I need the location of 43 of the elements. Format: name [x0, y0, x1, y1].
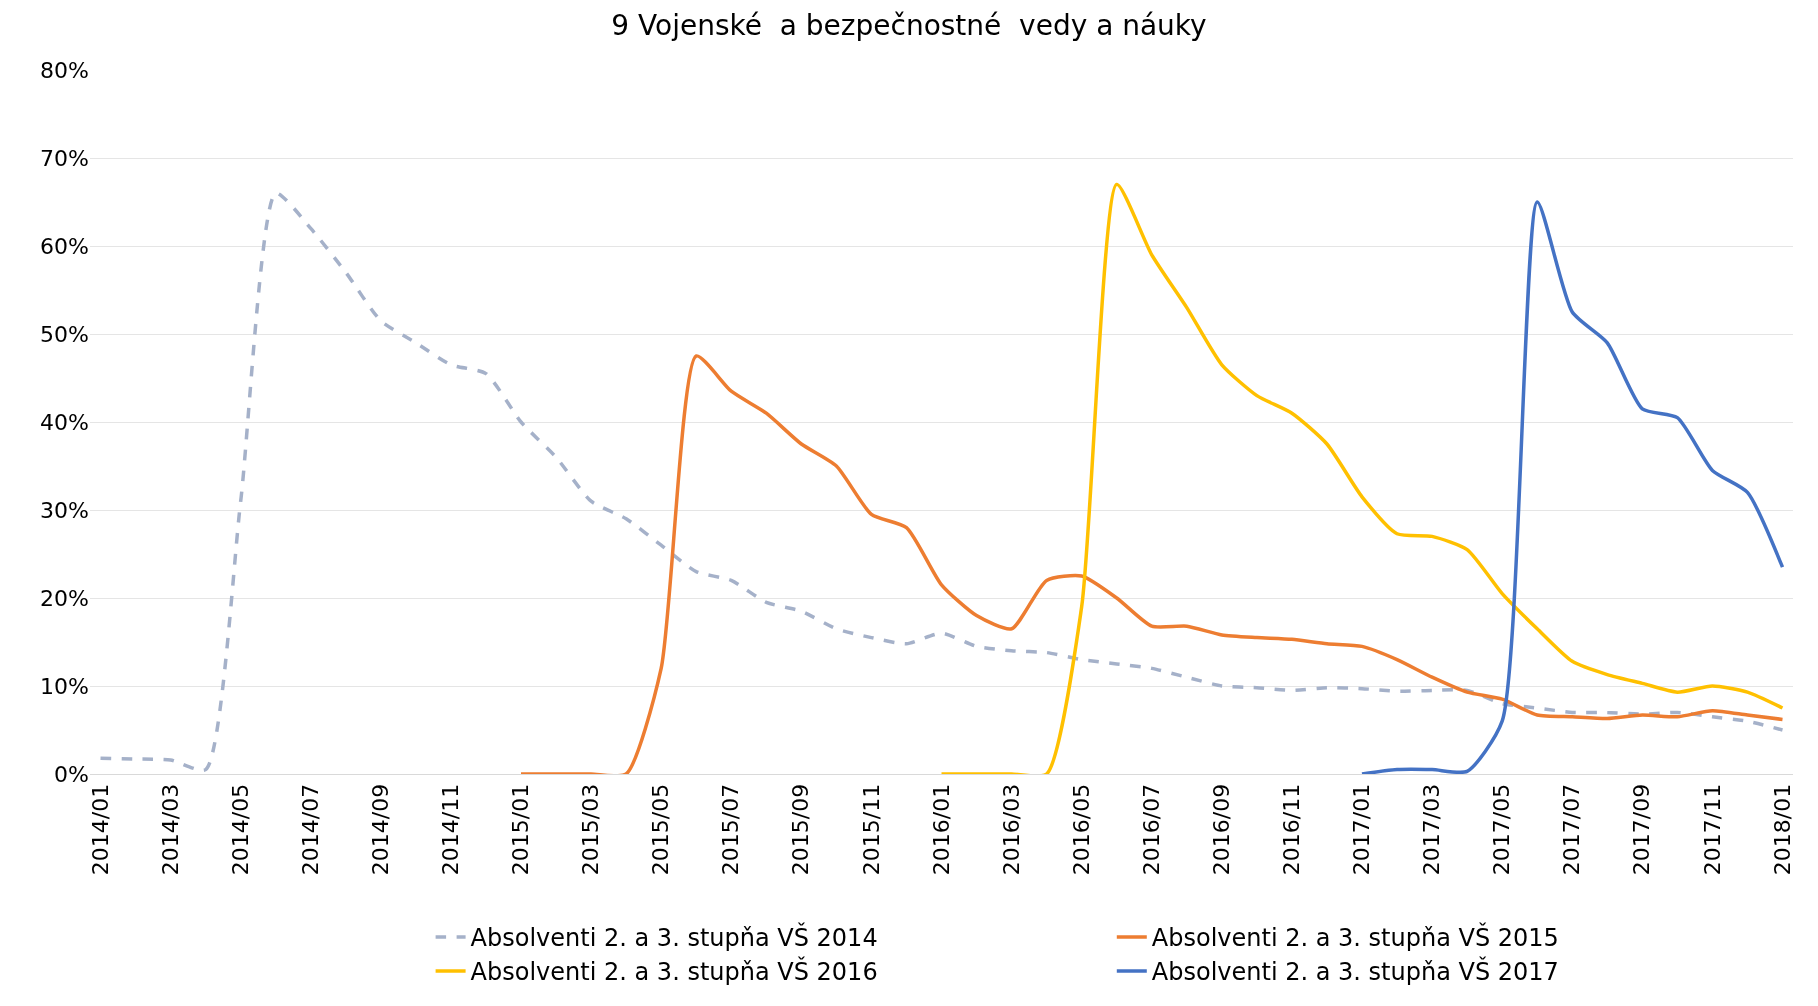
x-tick-label: 2015/01: [508, 783, 534, 876]
chart-title: 9 Vojenské a bezpečnostné vedy a náuky: [611, 8, 1207, 42]
x-tick-label: 2016/01: [928, 783, 954, 876]
x-tick-label: 2016/09: [1208, 783, 1234, 876]
y-tick-label: 60%: [40, 233, 89, 259]
x-tick-label: 2017/11: [1699, 783, 1725, 876]
x-tick-label: 2017/09: [1629, 783, 1655, 876]
x-tick-label: 2014/09: [367, 783, 393, 876]
x-tick-label: 2014/11: [438, 783, 464, 876]
y-tick-label: 70%: [40, 145, 89, 171]
x-tick-label: 2015/05: [648, 783, 674, 876]
x-tick-label: 2016/05: [1068, 783, 1094, 876]
legend-label: Absolventi 2. a 3. stupňa VŠ 2016: [470, 956, 878, 987]
x-tick-label: 2014/03: [157, 783, 183, 876]
x-tick-label: 2016/03: [998, 783, 1024, 876]
x-tick-label: 2018/01: [1769, 783, 1795, 876]
x-tick-label: 2014/05: [227, 783, 253, 876]
x-tick-label: 2015/07: [718, 783, 744, 876]
x-tick-label: 2014/01: [87, 783, 113, 876]
y-tick-label: 20%: [40, 585, 89, 611]
line-series: [519, 354, 1785, 774]
y-tick-label: 40%: [40, 409, 89, 435]
legend-label: Absolventi 2. a 3. stupňa VŠ 2014: [470, 922, 878, 953]
x-tick-label: 2017/01: [1349, 783, 1375, 876]
legend-label: Absolventi 2. a 3. stupňa VŠ 2017: [1151, 956, 1559, 987]
legend-label: Absolventi 2. a 3. stupňa VŠ 2015: [1151, 922, 1559, 953]
x-tick-label: 2017/03: [1419, 783, 1445, 876]
x-tick-label: 2017/07: [1559, 783, 1585, 876]
y-tick-label: 10%: [40, 673, 89, 699]
y-tick-label: 80%: [40, 57, 89, 83]
x-tick-label: 2015/09: [788, 783, 814, 876]
x-tick-label: 2016/11: [1279, 783, 1305, 876]
line-series: [98, 191, 1785, 772]
x-tick-label: 2015/11: [858, 783, 884, 876]
y-tick-label: 0%: [54, 761, 89, 787]
x-tick-label: 2015/03: [578, 783, 604, 876]
x-tick-label: 2017/05: [1489, 783, 1515, 876]
line-series: [939, 182, 1785, 774]
line-series: [1360, 200, 1785, 774]
x-tick-label: 2016/07: [1138, 783, 1164, 876]
y-tick-label: 30%: [40, 497, 89, 523]
y-tick-label: 50%: [40, 321, 89, 347]
x-tick-label: 2014/07: [297, 783, 323, 876]
